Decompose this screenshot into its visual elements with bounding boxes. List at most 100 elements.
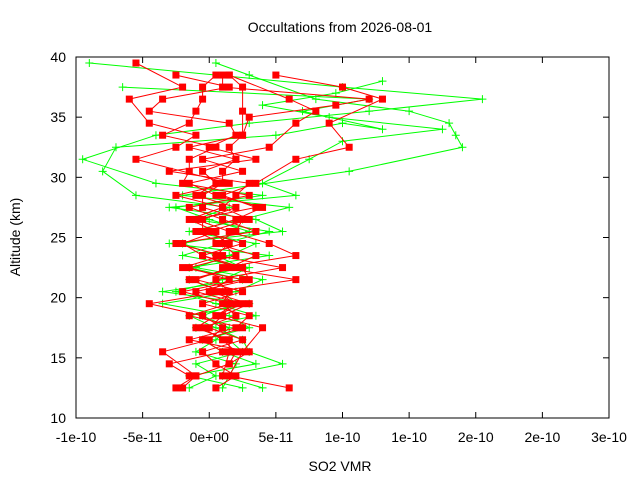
y-tick-label: 40 xyxy=(50,49,66,65)
data-point-square xyxy=(239,107,247,115)
data-point-square xyxy=(185,119,193,127)
data-point-plus xyxy=(211,299,220,308)
data-point-square xyxy=(219,252,227,260)
data-point-square xyxy=(192,131,200,139)
data-point-square xyxy=(185,203,193,211)
data-point-square xyxy=(378,95,386,103)
data-point-square xyxy=(179,264,187,272)
data-point-square xyxy=(172,143,180,151)
data-point-square xyxy=(219,372,227,380)
data-point-plus xyxy=(378,125,387,134)
data-point-square xyxy=(205,143,213,151)
data-point-square xyxy=(192,107,200,115)
data-point-square xyxy=(245,113,253,121)
data-point-plus xyxy=(211,335,220,344)
x-axis-title: SO2 VMR xyxy=(308,458,371,474)
data-point-square xyxy=(245,191,253,199)
data-point-square xyxy=(252,155,260,163)
data-point-square xyxy=(192,191,200,199)
data-point-plus xyxy=(78,155,87,164)
data-point-square xyxy=(312,107,320,115)
data-point-square xyxy=(192,215,200,223)
data-point-square xyxy=(345,143,353,151)
plot-frame xyxy=(75,56,610,419)
data-point-square xyxy=(219,300,227,308)
data-point-square xyxy=(179,288,187,296)
data-point-square xyxy=(239,240,247,248)
data-point-square xyxy=(205,227,213,235)
data-point-square xyxy=(185,155,193,163)
data-point-square xyxy=(232,372,240,380)
data-point-square xyxy=(252,252,260,260)
data-point-plus xyxy=(251,239,260,248)
data-point-plus xyxy=(265,227,274,236)
data-point-square xyxy=(239,276,247,284)
data-point-square xyxy=(232,131,240,139)
data-point-square xyxy=(272,71,280,79)
data-point-square xyxy=(219,240,227,248)
data-point-square xyxy=(199,227,207,235)
series-layer xyxy=(78,59,487,392)
data-point-square xyxy=(179,240,187,248)
data-point-plus xyxy=(278,227,287,236)
data-point-square xyxy=(212,384,220,392)
data-point-square xyxy=(145,119,153,127)
data-point-square xyxy=(212,179,220,187)
data-point-square xyxy=(219,191,227,199)
data-point-square xyxy=(199,155,207,163)
data-point-square xyxy=(219,348,227,356)
chart-title: Occultations from 2026-08-01 xyxy=(248,19,433,35)
x-tick-label: -5e-11 xyxy=(123,429,163,445)
data-point-plus xyxy=(251,359,260,368)
data-point-square xyxy=(225,119,233,127)
data-point-square xyxy=(132,59,140,67)
data-point-plus xyxy=(365,107,374,116)
data-point-square xyxy=(292,252,300,260)
data-point-plus xyxy=(165,203,174,212)
data-point-plus xyxy=(238,383,247,392)
data-point-square xyxy=(239,167,247,175)
data-point-square xyxy=(199,252,207,260)
data-point-plus xyxy=(258,179,267,188)
data-point-plus xyxy=(258,275,267,284)
data-point-square xyxy=(245,348,253,356)
data-point-plus xyxy=(258,383,267,392)
data-point-square xyxy=(232,215,240,223)
data-point-square xyxy=(225,300,233,308)
data-point-square xyxy=(225,336,233,344)
data-point-plus xyxy=(171,287,180,296)
data-point-plus xyxy=(185,383,194,392)
data-point-plus xyxy=(185,227,194,236)
data-point-plus xyxy=(331,89,340,98)
data-point-square xyxy=(245,215,253,223)
data-point-plus xyxy=(278,359,287,368)
y-tick-label: 25 xyxy=(50,230,66,246)
data-point-square xyxy=(199,95,207,103)
tick-layer: -1e-10 -5e-11 0e+00 5e-11 1e-10 1e-10 2e-10 2e-… xyxy=(50,49,627,445)
data-point-square xyxy=(199,336,207,344)
data-point-plus xyxy=(151,131,160,140)
data-point-square xyxy=(259,203,267,211)
data-point-square xyxy=(199,300,207,308)
data-point-square xyxy=(232,203,240,211)
data-point-plus xyxy=(191,347,200,356)
data-point-square xyxy=(205,324,213,332)
data-point-plus xyxy=(251,215,260,224)
data-point-plus xyxy=(258,191,267,200)
data-point-square xyxy=(245,312,253,320)
data-point-square xyxy=(332,101,340,109)
data-point-plus xyxy=(211,59,220,68)
data-point-plus xyxy=(178,251,187,260)
data-point-square xyxy=(239,264,247,272)
data-point-square xyxy=(212,252,220,260)
series-line xyxy=(81,62,483,389)
data-point-square xyxy=(225,264,233,272)
data-point-square xyxy=(165,167,173,175)
data-point-square xyxy=(212,360,220,368)
data-point-plus xyxy=(245,263,254,272)
data-point-square xyxy=(205,336,213,344)
x-tick-label: 0e+00 xyxy=(190,429,230,445)
data-point-square xyxy=(245,300,253,308)
data-point-square xyxy=(185,264,193,272)
